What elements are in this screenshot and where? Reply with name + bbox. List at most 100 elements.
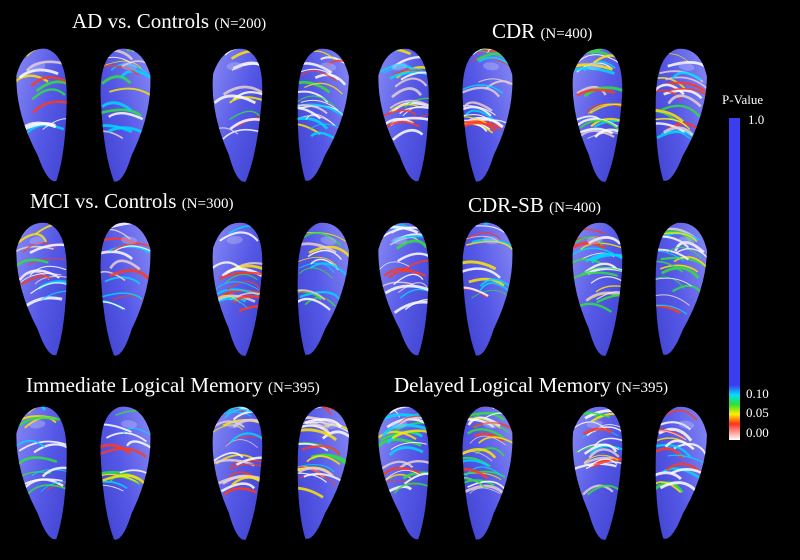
streak xyxy=(15,233,48,246)
streak xyxy=(583,443,618,455)
streak xyxy=(673,256,707,268)
streak xyxy=(467,232,501,240)
colorbar-label: P-Value xyxy=(722,92,763,107)
streak xyxy=(667,94,702,108)
surface-highlight xyxy=(483,62,499,71)
streak xyxy=(30,76,67,88)
surface-highlight xyxy=(121,236,137,245)
streak xyxy=(590,117,629,128)
surface xyxy=(640,48,711,181)
streak xyxy=(595,285,629,293)
streak xyxy=(293,464,335,473)
surface xyxy=(569,222,629,356)
streak xyxy=(101,101,133,112)
streak xyxy=(383,66,424,74)
streak xyxy=(18,440,67,452)
streak xyxy=(478,436,514,445)
surface-highlight xyxy=(586,62,603,71)
panel-title: CDR-SB (N=400) xyxy=(468,193,601,217)
streak xyxy=(465,466,503,477)
streak xyxy=(381,423,431,437)
streak xyxy=(29,265,67,276)
streak xyxy=(23,478,64,489)
streak xyxy=(229,110,260,121)
surface-highlight xyxy=(320,420,337,429)
surface xyxy=(452,46,517,182)
streak xyxy=(463,101,493,112)
streak xyxy=(18,416,60,427)
surface-body xyxy=(378,222,429,356)
streak xyxy=(576,85,607,96)
streak xyxy=(299,68,339,81)
streak xyxy=(307,249,343,261)
streak xyxy=(301,70,338,82)
streak xyxy=(663,126,694,137)
surface-body xyxy=(655,406,707,539)
streak xyxy=(226,281,261,291)
streak xyxy=(299,291,342,302)
surface-body xyxy=(16,48,67,182)
streak xyxy=(104,276,141,285)
streak xyxy=(588,236,622,245)
streak xyxy=(394,77,428,88)
streak xyxy=(101,292,143,301)
surface xyxy=(452,404,517,540)
streak xyxy=(389,104,419,113)
streak xyxy=(466,428,505,439)
streak xyxy=(108,112,144,121)
streak xyxy=(211,424,244,434)
surface xyxy=(90,46,155,182)
streak xyxy=(475,447,505,457)
colorbar-tick: 0.00 xyxy=(746,425,769,440)
streak xyxy=(301,445,341,456)
streak xyxy=(452,286,489,297)
surface-highlight xyxy=(29,62,46,71)
streak xyxy=(223,487,258,496)
streak xyxy=(452,468,489,480)
streak xyxy=(479,278,513,289)
streak xyxy=(577,443,620,453)
streak xyxy=(403,97,442,109)
surface-body xyxy=(100,48,151,182)
streak xyxy=(220,482,256,493)
streak xyxy=(381,467,421,477)
streak xyxy=(659,264,699,273)
streak xyxy=(380,63,415,74)
surface-highlight xyxy=(586,236,603,245)
colorbar-tick: 0.05 xyxy=(746,405,769,420)
streak xyxy=(298,474,337,487)
streak xyxy=(466,240,515,252)
streak xyxy=(109,87,152,96)
surface xyxy=(209,222,269,356)
streak xyxy=(114,245,153,253)
surface xyxy=(373,405,442,540)
streak xyxy=(584,454,619,463)
streak xyxy=(109,269,151,281)
surface-body xyxy=(572,406,623,540)
surface-body xyxy=(655,222,707,355)
streak xyxy=(478,78,510,85)
streak xyxy=(213,452,244,462)
surface-body xyxy=(16,406,67,540)
streak xyxy=(384,284,430,295)
streak xyxy=(588,458,618,467)
streak xyxy=(653,277,692,287)
surface xyxy=(569,47,629,182)
surface xyxy=(282,403,355,539)
streak xyxy=(452,477,486,489)
streak xyxy=(300,99,339,111)
streak xyxy=(112,220,147,226)
surface xyxy=(13,45,80,182)
surface xyxy=(640,403,709,539)
surface xyxy=(282,48,355,181)
surface-highlight xyxy=(391,236,408,245)
streak xyxy=(582,484,614,496)
streak xyxy=(577,54,620,64)
surface xyxy=(90,220,155,356)
streak xyxy=(18,68,59,79)
streak xyxy=(99,473,139,484)
streak xyxy=(663,89,703,100)
streak xyxy=(20,274,51,286)
surface-highlight xyxy=(678,236,695,245)
